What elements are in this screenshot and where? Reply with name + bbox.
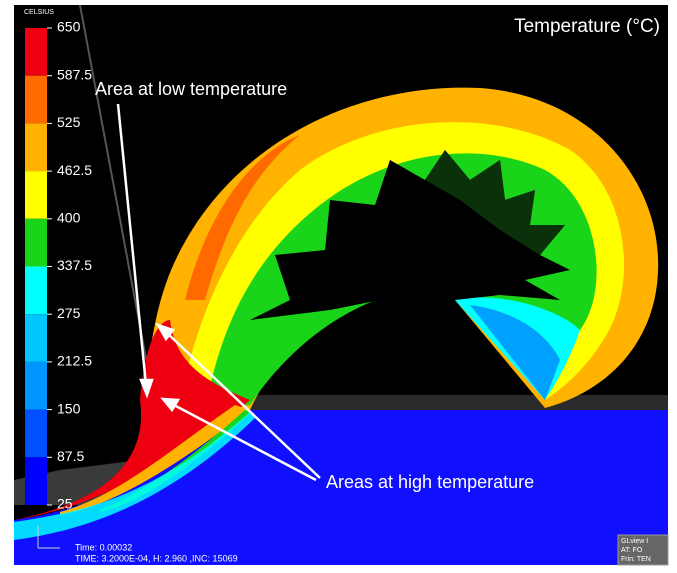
arrows — [116, 103, 321, 482]
arrow-head — [139, 378, 154, 399]
arrow-head — [160, 397, 181, 413]
shear-zone-red — [14, 320, 250, 520]
viewer-line: AT: FO — [621, 547, 643, 554]
legend-title: CELSIUS — [24, 9, 54, 16]
axis-triad — [37, 525, 60, 549]
legend-label: 650 — [57, 19, 81, 35]
legend-label: 150 — [57, 400, 81, 416]
legend-label: 87.5 — [57, 448, 84, 464]
arrow-line — [171, 402, 317, 482]
legend-label: 525 — [57, 114, 81, 130]
legend-band — [25, 361, 47, 410]
legend-band — [25, 218, 47, 267]
shadow — [240, 395, 668, 412]
view-title: Temperature (°C) — [514, 16, 660, 37]
legend-band — [25, 75, 47, 124]
legend-band — [25, 457, 47, 505]
legend-label: 337.5 — [57, 257, 92, 273]
legend-label: 462.5 — [57, 162, 92, 178]
legend-band — [25, 409, 47, 458]
legend-band — [25, 28, 47, 76]
arrow-line — [116, 103, 148, 386]
chip-shadow — [390, 150, 565, 255]
shear-zone-green — [100, 410, 252, 512]
chip-hot-band — [185, 135, 300, 300]
viewer-line: Frin: TEN — [621, 556, 651, 563]
legend-band — [25, 171, 47, 219]
arrow-head — [155, 322, 176, 342]
viewer-box — [617, 534, 669, 566]
legend-label: 587.5 — [57, 66, 92, 82]
annotation-high: Areas at high temperature — [326, 472, 534, 492]
legend: CELSIUS 650 587.5 525 462.5 400 337.5 275 212.5… — [24, 9, 92, 512]
viewer-info: GLview I AT: FO Frin: TEN — [621, 538, 651, 563]
legend-band — [25, 314, 47, 362]
legend-label: 275 — [57, 305, 81, 321]
footer-time: Time: 0.00032 — [75, 542, 132, 552]
footer-info: TIME: 3.2000E-04, H: 2.960 ,INC: 15069 — [75, 553, 238, 563]
chip-lightblue — [470, 305, 560, 400]
legend-label: 400 — [57, 210, 81, 226]
legend-label: 25 — [57, 496, 73, 512]
legend-band — [25, 266, 47, 315]
shear-zone-orange — [60, 405, 250, 515]
annotation-low: Area at low temperature — [95, 79, 287, 99]
viewer-line: GLview I — [621, 538, 648, 545]
legend-band — [25, 123, 47, 172]
arrow-line — [165, 331, 321, 479]
workpiece — [14, 410, 668, 565]
legend-label: 212.5 — [57, 353, 92, 369]
